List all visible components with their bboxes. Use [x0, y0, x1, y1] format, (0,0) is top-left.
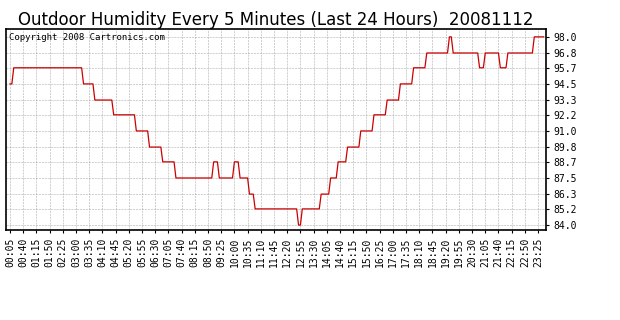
Title: Outdoor Humidity Every 5 Minutes (Last 24 Hours)  20081112: Outdoor Humidity Every 5 Minutes (Last 2… — [18, 11, 534, 28]
Text: Copyright 2008 Cartronics.com: Copyright 2008 Cartronics.com — [9, 33, 165, 42]
